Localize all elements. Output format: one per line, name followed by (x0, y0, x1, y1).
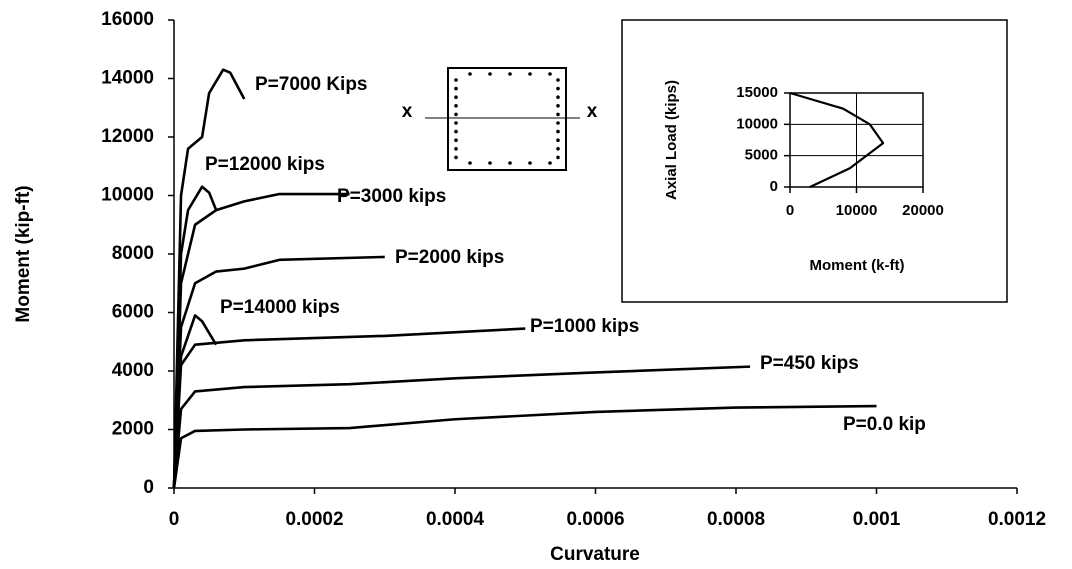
series-label: P=1000 kips (530, 316, 639, 337)
section-label: x (587, 101, 598, 122)
y-tick-label: 15000 (736, 84, 778, 101)
series-label: P=0.0 kip (843, 414, 926, 435)
y-tick-label: 6000 (112, 302, 154, 323)
series-line (172, 68, 246, 489)
x-tick-label: 0.0002 (285, 509, 343, 530)
inset-x-label: Moment (k-ft) (810, 257, 905, 274)
series-line (172, 255, 385, 489)
x-axis-label: Curvature (550, 544, 640, 565)
y-tick-label: 8000 (112, 243, 154, 264)
series-line (789, 91, 885, 188)
series-label: P=7000 Kips (255, 74, 368, 95)
x-tick-label: 0 (786, 202, 794, 219)
x-tick-label: 0.0004 (426, 509, 485, 530)
series-label: P=14000 kips (220, 297, 340, 318)
y-tick-label: 10000 (101, 185, 154, 206)
x-tick-label: 0.0012 (988, 509, 1046, 530)
y-tick-label: 14000 (101, 68, 154, 89)
x-tick-label: 0.0006 (566, 509, 624, 530)
y-tick-label: 2000 (112, 419, 154, 440)
series-label: P=3000 kips (337, 186, 446, 207)
series-label: P=450 kips (760, 353, 859, 374)
y-tick-label: 0 (770, 178, 778, 195)
x-tick-label: 0.0008 (707, 509, 765, 530)
section-label: x (402, 101, 413, 122)
y-axis-label: Moment (kip-ft) (13, 185, 34, 322)
series-line (172, 327, 526, 489)
y-tick-label: 5000 (745, 147, 778, 164)
x-tick-label: 10000 (836, 202, 878, 219)
y-tick-label: 10000 (736, 115, 778, 132)
cross-section (425, 67, 580, 171)
x-tick-label: 0.001 (853, 509, 901, 530)
y-tick-label: 16000 (101, 9, 154, 30)
series-line (172, 365, 751, 489)
y-tick-label: 12000 (101, 126, 154, 147)
inset-frame (621, 19, 1008, 303)
y-tick-label: 0 (143, 477, 154, 498)
y-tick-label: 4000 (112, 360, 154, 381)
series-label: P=12000 kips (205, 154, 325, 175)
x-tick-label: 20000 (902, 202, 944, 219)
series-label: P=2000 kips (395, 247, 504, 268)
series-line (172, 192, 350, 489)
inset-y-label: Axial Load (kips) (663, 80, 680, 200)
x-tick-label: 0 (169, 509, 180, 530)
series-line (172, 404, 877, 489)
